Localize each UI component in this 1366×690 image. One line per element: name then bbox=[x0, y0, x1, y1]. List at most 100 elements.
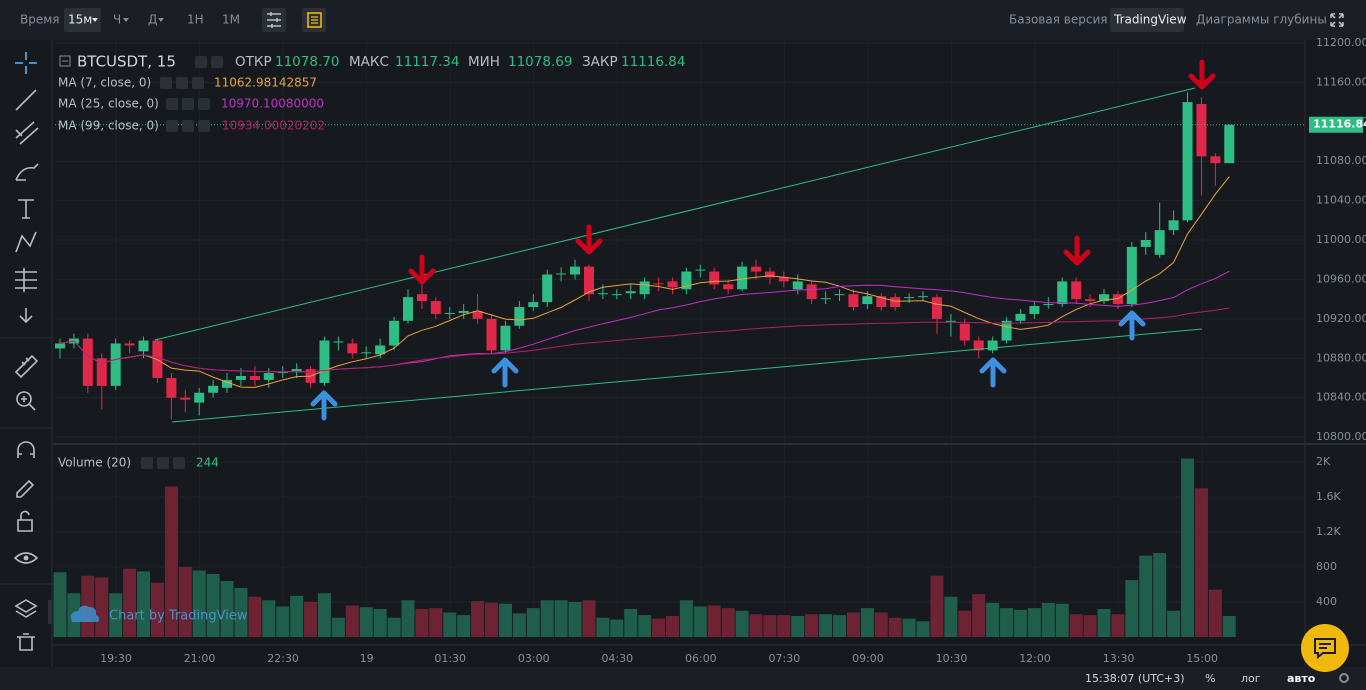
volume-bar bbox=[679, 600, 693, 637]
y-tick-label: 11160.00 bbox=[1316, 75, 1366, 88]
percent-toggle[interactable]: % bbox=[1205, 672, 1215, 685]
trendline-icon[interactable] bbox=[15, 89, 37, 111]
pane-handle[interactable] bbox=[48, 600, 52, 624]
channel-icon[interactable] bbox=[15, 121, 39, 145]
drawing-tools[interactable] bbox=[0, 52, 52, 651]
interval[interactable]: 15м bbox=[68, 13, 92, 27]
view-tab[interactable]: Базовая версия bbox=[1009, 13, 1107, 27]
buy-arrows bbox=[310, 310, 1146, 421]
settings-gear[interactable] bbox=[1339, 673, 1349, 683]
x-tick-label: 12:00 bbox=[1019, 652, 1051, 665]
candle-body bbox=[806, 284, 817, 300]
log-toggle[interactable]: лог bbox=[1241, 672, 1261, 685]
candle-body bbox=[124, 343, 135, 346]
volume-bar bbox=[582, 600, 596, 637]
view-tab[interactable]: TradingView bbox=[1113, 13, 1187, 27]
candle-body bbox=[347, 343, 358, 354]
candle-body bbox=[180, 397, 191, 400]
candle-body bbox=[876, 296, 887, 308]
eye-toggle[interactable] bbox=[166, 120, 178, 132]
eye-toggle[interactable] bbox=[160, 77, 172, 89]
y-tick-label: 11000.00 bbox=[1316, 233, 1366, 246]
magnet-icon[interactable] bbox=[17, 441, 35, 458]
close-toggle[interactable] bbox=[173, 457, 185, 469]
volume-bar bbox=[665, 616, 679, 637]
ma-name: MA (25, close, 0) bbox=[58, 97, 159, 111]
volume-bar bbox=[443, 612, 457, 637]
eye-toggle[interactable] bbox=[195, 56, 207, 68]
volume-bar bbox=[234, 588, 248, 637]
candle-body bbox=[792, 281, 803, 290]
eye-toggle[interactable] bbox=[166, 98, 178, 110]
settings-toggle[interactable] bbox=[182, 120, 194, 132]
view-tab[interactable]: Диаграммы глубины bbox=[1196, 13, 1327, 27]
volume-bar bbox=[123, 568, 137, 637]
lock-draw-icon[interactable] bbox=[16, 479, 35, 498]
volume-bar bbox=[944, 596, 958, 637]
ruler-icon[interactable] bbox=[14, 354, 39, 379]
volume-bar bbox=[457, 615, 471, 637]
brush-icon[interactable] bbox=[15, 163, 39, 181]
y-tick-label: 11080.00 bbox=[1316, 154, 1366, 167]
volume-bar bbox=[693, 606, 707, 637]
close-toggle[interactable] bbox=[198, 120, 210, 132]
text-icon[interactable] bbox=[18, 199, 34, 219]
volume-tick-label: 800 bbox=[1316, 560, 1337, 573]
zoom-icon[interactable] bbox=[21, 396, 36, 411]
volume-bar bbox=[401, 600, 415, 637]
ma-name: MA (99, close, 0) bbox=[58, 119, 159, 133]
candle-body bbox=[820, 298, 831, 300]
close-toggle[interactable] bbox=[198, 98, 210, 110]
dropdown-caret bbox=[158, 18, 164, 22]
trash-icon[interactable] bbox=[17, 633, 35, 651]
eye-icon[interactable] bbox=[13, 552, 39, 564]
zoom-icon[interactable] bbox=[16, 391, 32, 407]
volume-bar bbox=[638, 615, 652, 637]
candle-body bbox=[542, 274, 553, 303]
settings-toggle[interactable] bbox=[182, 98, 194, 110]
volume-value: 244 bbox=[196, 456, 219, 470]
volume-bar bbox=[526, 608, 540, 637]
collapse-icon[interactable] bbox=[59, 55, 71, 67]
volume-bar bbox=[624, 609, 638, 637]
settings-toggle[interactable] bbox=[211, 56, 223, 68]
settings-toggle[interactable] bbox=[157, 457, 169, 469]
interval[interactable]: 1Н bbox=[187, 13, 204, 27]
volume-bar bbox=[150, 582, 164, 637]
candle-body bbox=[403, 297, 413, 321]
interval-active[interactable] bbox=[64, 8, 101, 32]
high-label: МАКС bbox=[349, 54, 389, 70]
candle-body bbox=[222, 379, 233, 388]
chat-icon bbox=[1314, 638, 1336, 660]
eye-toggle[interactable] bbox=[141, 457, 153, 469]
layers-icon[interactable] bbox=[14, 599, 38, 618]
status-bar bbox=[0, 667, 1366, 690]
interval[interactable]: Ч bbox=[113, 13, 121, 27]
volume-tick-label: 1.6K bbox=[1316, 490, 1341, 503]
close-toggle[interactable] bbox=[192, 77, 204, 89]
unlock-icon[interactable] bbox=[17, 510, 33, 532]
fib-icon[interactable] bbox=[15, 268, 37, 292]
candle-body bbox=[695, 269, 706, 271]
volume-bar bbox=[540, 600, 554, 637]
volume-bar bbox=[1111, 614, 1125, 637]
x-tick-label: 03:00 bbox=[518, 652, 550, 665]
candle-body bbox=[166, 377, 177, 398]
candle-body bbox=[904, 297, 915, 299]
clock: 15:38:07 (UTC+3) bbox=[1085, 672, 1185, 685]
candle-body bbox=[528, 302, 539, 308]
volume-bar bbox=[1083, 615, 1097, 637]
crosshair-icon[interactable] bbox=[15, 52, 37, 74]
candle-body bbox=[110, 343, 121, 386]
more-icon[interactable] bbox=[19, 308, 33, 324]
auto-toggle[interactable]: авто bbox=[1287, 672, 1316, 685]
fullscreen-icon[interactable] bbox=[1330, 13, 1344, 27]
settings-toggle[interactable] bbox=[176, 77, 188, 89]
interval[interactable]: 1М bbox=[222, 13, 240, 27]
volume-bar bbox=[109, 593, 123, 637]
pattern-icon[interactable] bbox=[15, 231, 37, 253]
y-tick-label: 10800.00 bbox=[1316, 430, 1366, 443]
interval[interactable]: Д bbox=[148, 13, 157, 27]
view-tab-active[interactable] bbox=[1110, 8, 1184, 32]
candle-body bbox=[55, 343, 65, 349]
